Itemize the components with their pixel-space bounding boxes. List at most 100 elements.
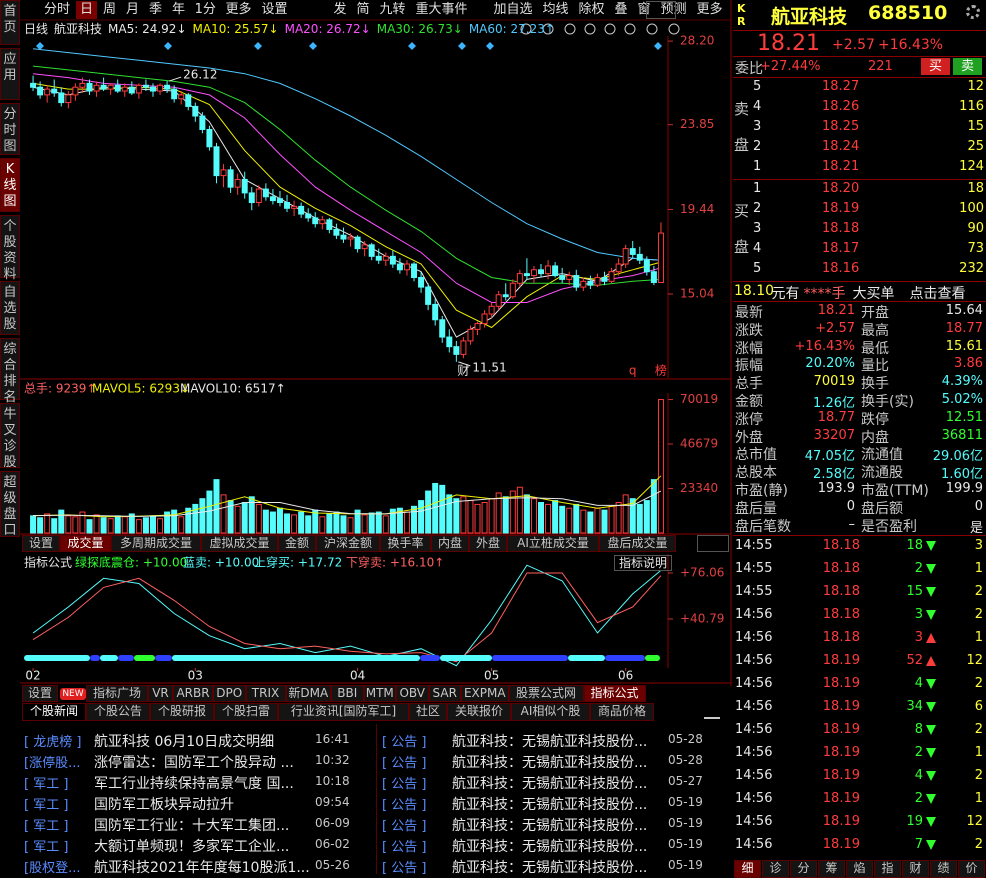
toolbar-button[interactable]: 九转 bbox=[379, 2, 406, 17]
side-tab[interactable]: 分时图 bbox=[0, 103, 20, 155]
side-tab[interactable]: 自选股 bbox=[0, 281, 20, 335]
signal-bar bbox=[90, 655, 100, 661]
volume-tab[interactable]: 金额 bbox=[278, 535, 316, 552]
news-title[interactable]: 大额订单频现！多家军工企业... bbox=[94, 839, 290, 855]
indicator-help[interactable]: 指标说明 bbox=[614, 555, 672, 571]
indicator-tab[interactable]: OBV bbox=[396, 685, 429, 702]
indicator-tab[interactable]: SAR bbox=[428, 685, 461, 702]
indicator-tab[interactable]: DPO bbox=[213, 685, 246, 702]
news-title[interactable]: 航亚科技：无锡航亚科技股份... bbox=[452, 776, 648, 792]
toolbar-button[interactable]: 周 bbox=[102, 2, 116, 17]
toolbar-nav[interactable] bbox=[646, 1, 676, 19]
toolbar-button[interactable]: 叠 bbox=[614, 2, 628, 17]
ratio-label: 委比 bbox=[735, 61, 763, 77]
side-tab[interactable]: 超级盘口 bbox=[0, 471, 20, 538]
news-title[interactable]: 航亚科技：无锡航亚科技股份... bbox=[452, 860, 648, 876]
indicator-tab[interactable]: VR bbox=[148, 685, 173, 702]
indicator-tab[interactable]: ARBR bbox=[173, 685, 213, 702]
news-tab[interactable]: 个股扫雷 bbox=[214, 703, 278, 721]
toolbar-button[interactable]: 月 bbox=[125, 2, 139, 17]
indicator-tab[interactable]: 设置 bbox=[22, 685, 58, 702]
volume-tab[interactable]: 多周期成交量 bbox=[111, 535, 201, 552]
volume-tab[interactable]: 盘后成交量 bbox=[599, 535, 676, 552]
news-tab[interactable]: 社区 bbox=[409, 703, 447, 721]
volume-tab[interactable]: 内盘 bbox=[431, 535, 469, 552]
news-title[interactable]: 航亚科技：无锡航亚科技股份... bbox=[452, 755, 648, 771]
toolbar-button[interactable]: 除权 bbox=[578, 2, 605, 17]
news-title[interactable]: 航亚科技 06月10日成交明细 bbox=[94, 734, 275, 750]
toolbar-button[interactable]: 设置 bbox=[261, 2, 288, 17]
news-title[interactable]: 国防军工板块异动拉升 bbox=[94, 797, 234, 813]
toolbar-button[interactable]: 分时 bbox=[43, 2, 70, 17]
side-tab[interactable]: 首页 bbox=[0, 0, 20, 45]
volume-tab[interactable]: 换手率 bbox=[380, 535, 431, 552]
candle-body bbox=[538, 269, 545, 275]
toolbar-button[interactable]: 简 bbox=[356, 2, 370, 17]
toolbar-button[interactable]: 日 bbox=[76, 1, 97, 19]
side-tab[interactable]: K线图 bbox=[0, 158, 20, 212]
news-title[interactable]: 国防军工行业：十大军工集团... bbox=[94, 818, 290, 834]
news-tab[interactable]: 个股研报 bbox=[150, 703, 214, 721]
news-title[interactable]: 航亚科技：无锡航亚科技股份... bbox=[452, 818, 648, 834]
big-order-text[interactable]: 点击查看 bbox=[909, 286, 966, 302]
quote-tab[interactable]: 筹 bbox=[818, 860, 845, 878]
side-tab[interactable]: 个股资料 bbox=[0, 215, 20, 282]
volume-tab[interactable]: 外盘 bbox=[469, 535, 507, 552]
toolbar-button[interactable]: 季 bbox=[148, 2, 162, 17]
news-title[interactable]: 航亚科技：无锡航亚科技股份... bbox=[452, 797, 648, 813]
download-icon[interactable] bbox=[704, 704, 720, 719]
indicator-tab[interactable]: 股票公式网 bbox=[508, 685, 584, 702]
indicator-tab[interactable]: 指标广场 bbox=[86, 685, 148, 702]
sell-button[interactable]: 卖 bbox=[953, 58, 982, 75]
side-tab[interactable]: 综合排名 bbox=[0, 338, 20, 405]
quote-tab[interactable]: 焰 bbox=[846, 860, 873, 878]
side-tab[interactable]: 牛叉诊股 bbox=[0, 403, 20, 470]
toolbar-button[interactable]: 1分 bbox=[194, 2, 216, 17]
volume-tab[interactable]: 设置 bbox=[22, 535, 60, 552]
news-tab[interactable]: AI相似个股 bbox=[511, 703, 590, 721]
indicator-tab[interactable]: EXPMA bbox=[461, 685, 509, 702]
news-tab[interactable]: 个股新闻 bbox=[22, 703, 86, 721]
news-title[interactable]: 航亚科技：无锡航亚科技股份... bbox=[452, 734, 648, 750]
news-tab[interactable]: 关联报价 bbox=[447, 703, 511, 721]
volume-tab[interactable]: AI立桩成交量 bbox=[507, 535, 599, 552]
indicator-tab[interactable]: 指标公式 bbox=[583, 685, 646, 702]
toolbar-button[interactable]: 预测 bbox=[660, 2, 687, 17]
quote-tab[interactable]: 细 bbox=[734, 860, 761, 878]
quote-tab[interactable]: 财 bbox=[902, 860, 929, 878]
quote-tab[interactable]: 价 bbox=[958, 860, 985, 878]
candle-body bbox=[636, 253, 643, 261]
quote-tab[interactable]: 诊 bbox=[762, 860, 789, 878]
news-tab[interactable]: 行业资讯[国防军工] bbox=[278, 703, 409, 721]
volume-tab[interactable]: 虚拟成交量 bbox=[201, 535, 278, 552]
tab-scroll[interactable] bbox=[697, 535, 729, 552]
indicator-tab[interactable]: TRIX bbox=[245, 685, 286, 702]
toolbar-button[interactable]: 均线 bbox=[542, 2, 569, 17]
toolbar-button[interactable]: 更多 bbox=[225, 2, 252, 17]
news-tab[interactable]: 个股公告 bbox=[86, 703, 150, 721]
toolbar-button[interactable]: 更多 bbox=[696, 2, 723, 17]
toolbar-button[interactable]: 发 bbox=[333, 2, 347, 17]
side-tab[interactable]: 应用 bbox=[0, 48, 20, 100]
volume-tab[interactable]: 成交量 bbox=[60, 535, 111, 552]
news-title[interactable]: 航亚科技2021年年度每10股派1... bbox=[94, 860, 309, 876]
stat-label: 量比 bbox=[861, 358, 889, 375]
signal-bar bbox=[492, 655, 568, 661]
toolbar-button[interactable]: 加自选 bbox=[493, 2, 533, 17]
news-title[interactable]: 军工行业持续保持高景气度 国... bbox=[94, 776, 294, 792]
indicator-tab[interactable]: BBI bbox=[331, 685, 364, 702]
news-title[interactable]: 航亚科技：无锡航亚科技股份... bbox=[452, 839, 648, 855]
indicator-tab[interactable]: 新DMA bbox=[285, 685, 331, 702]
settings-icon[interactable] bbox=[966, 5, 980, 19]
news-title[interactable]: 涨停雷达：国防军工个股异动 ... bbox=[94, 755, 294, 771]
news-tab[interactable]: 商品价格 bbox=[590, 703, 654, 721]
buy-button[interactable]: 买 bbox=[921, 58, 950, 75]
toolbar-button[interactable]: 年 bbox=[171, 2, 185, 17]
indicator-tab[interactable]: MTM bbox=[363, 685, 396, 702]
quote-tab[interactable]: 指 bbox=[874, 860, 901, 878]
volume-tab[interactable]: 沪深金额 bbox=[316, 535, 380, 552]
quote-tab[interactable]: 分 bbox=[790, 860, 817, 878]
toolbar-button[interactable]: 重大事件 bbox=[415, 2, 468, 17]
quote-tab[interactable]: 绩 bbox=[930, 860, 957, 878]
toolbar-button[interactable]: 窗 bbox=[637, 2, 651, 17]
